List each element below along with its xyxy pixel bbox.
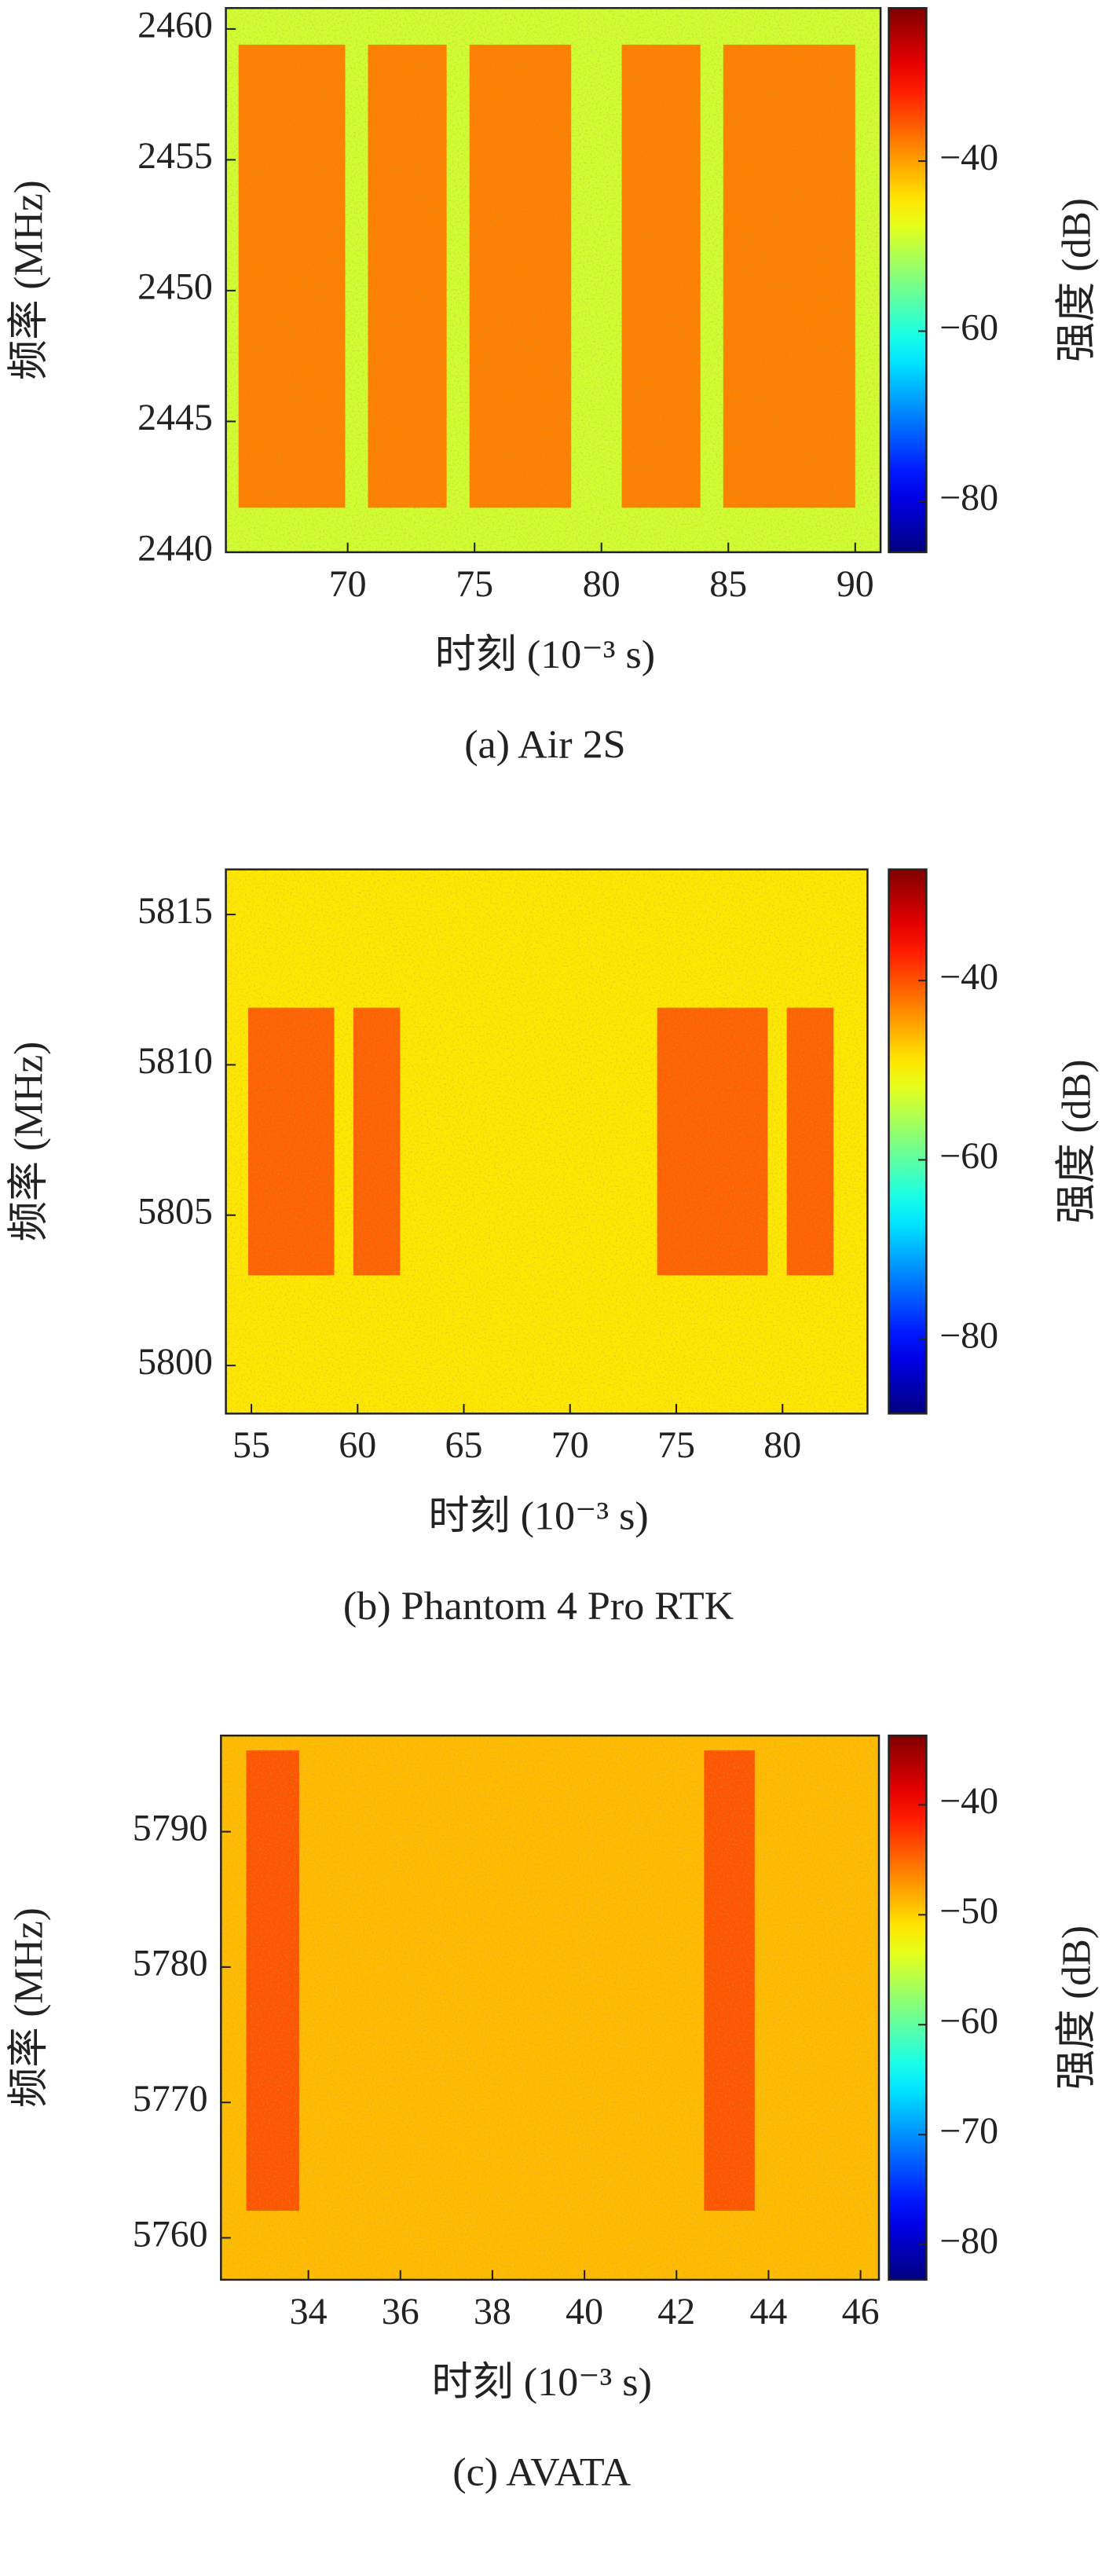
colorbar-tick-label: −80 xyxy=(939,1316,998,1357)
y-tick-label: 5760 xyxy=(133,2215,208,2255)
x-tick-label: 40 xyxy=(566,2292,603,2332)
x-tick-label: 65 xyxy=(445,1426,483,1467)
colorbar-tick-label: −80 xyxy=(939,2221,998,2262)
panel: 34 36 38 40 42 44 46 5760 5770 5780 5790 时刻 (10⁻³ s… xyxy=(6,1734,1099,2495)
colorbar-tick-label: −80 xyxy=(939,478,998,518)
x-tick-label: 85 xyxy=(709,564,747,605)
y-tick-label: 5800 xyxy=(137,1342,213,1383)
colorbar-tick-label: −60 xyxy=(939,308,998,349)
y-tick-label: 5810 xyxy=(137,1042,213,1083)
x-tick-label: 70 xyxy=(329,564,367,605)
x-tick-label: 34 xyxy=(290,2292,328,2332)
y-tick-label: 5780 xyxy=(133,1944,208,1984)
colorbar-tick-label: −60 xyxy=(939,2001,998,2042)
colorbar-label: 强度 (dB) xyxy=(1054,1059,1099,1223)
x-tick-label: 46 xyxy=(842,2292,880,2332)
noise xyxy=(225,869,868,1414)
y-axis-label: 频率 (MHz) xyxy=(6,180,51,380)
colorbar-tick-label: −60 xyxy=(939,1137,998,1178)
panel: 55 60 65 70 75 80 5800 5805 5810 5815 时刻 (10⁻³ s) 频… xyxy=(6,868,1099,1629)
x-tick-label: 75 xyxy=(657,1426,695,1467)
colorbar-tick-label: −70 xyxy=(939,2111,998,2152)
plot-frame xyxy=(225,868,869,1415)
y-axis-label: 频率 (MHz) xyxy=(6,1042,51,1242)
y-tick-label: 2455 xyxy=(137,137,213,178)
x-tick-label: 44 xyxy=(749,2292,787,2332)
colorbar-label: 强度 (dB) xyxy=(1054,1926,1099,2090)
y-tick-label: 2450 xyxy=(137,267,213,308)
colorbar-tick-label: −40 xyxy=(939,137,998,178)
x-axis-label: 时刻 (10⁻³ s) xyxy=(435,632,655,677)
colorbar-tick-label: −50 xyxy=(939,1891,998,1932)
chart-title: (a) Air 2S xyxy=(464,723,625,768)
colorbar xyxy=(888,868,928,1415)
colorbar-tick-label: −40 xyxy=(939,1782,998,1823)
colorbar xyxy=(888,1734,928,2281)
y-tick-label: 5815 xyxy=(137,891,213,932)
y-tick-label: 2440 xyxy=(137,529,213,570)
x-axis-label: 时刻 (10⁻³ s) xyxy=(428,1494,648,1539)
x-axis-label: 时刻 (10⁻³ s) xyxy=(432,2360,652,2405)
y-tick-label: 2460 xyxy=(137,5,213,46)
x-tick-label: 80 xyxy=(763,1426,801,1467)
y-tick-label: 5790 xyxy=(133,1808,208,1849)
x-tick-label: 38 xyxy=(474,2292,511,2332)
colorbar-label: 强度 (dB) xyxy=(1054,198,1099,362)
x-tick-label: 60 xyxy=(339,1426,376,1467)
x-tick-label: 75 xyxy=(456,564,493,605)
y-axis-label: 频率 (MHz) xyxy=(6,1907,51,2108)
y-tick-label: 2445 xyxy=(137,398,213,439)
x-tick-label: 90 xyxy=(837,564,874,605)
noise xyxy=(225,8,881,552)
panel: 70 75 80 85 90 2440 2445 2450 2455 2460 时刻 (10⁻³ s… xyxy=(6,5,1099,768)
x-tick-label: 80 xyxy=(583,564,621,605)
plot-frame xyxy=(225,7,882,554)
x-tick-label: 70 xyxy=(551,1426,589,1467)
y-tick-label: 5770 xyxy=(133,2079,208,2120)
chart-title: (c) AVATA xyxy=(452,2450,631,2495)
x-tick-label: 55 xyxy=(232,1426,270,1467)
colorbar-tick-label: −40 xyxy=(939,957,998,998)
colorbar xyxy=(888,7,928,554)
chart-title: (b) Phantom 4 Pro RTK xyxy=(343,1585,734,1629)
plot-frame xyxy=(220,1734,881,2281)
x-tick-label: 42 xyxy=(657,2292,695,2332)
noise xyxy=(221,1735,880,2280)
x-tick-label: 36 xyxy=(382,2292,419,2332)
y-tick-label: 5805 xyxy=(137,1192,213,1233)
